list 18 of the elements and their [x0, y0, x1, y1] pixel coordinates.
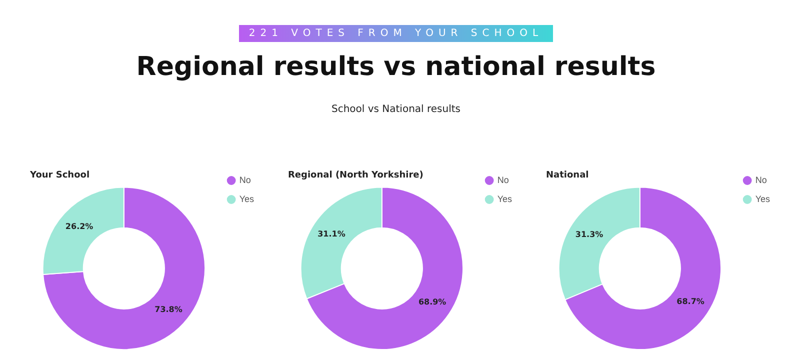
text: School vs National results [330, 104, 462, 115]
text: Regional results vs national results [135, 52, 657, 82]
chart-title: Regional (North Yorkshire) [288, 170, 424, 181]
data-label: 68.9% [418, 298, 446, 307]
legend-label: No [497, 174, 509, 185]
chart-title: Your School [29, 170, 90, 181]
text: 221 VOTES FROM YOUR SCHOOL [238, 25, 554, 42]
data-label: 68.7% [676, 297, 704, 306]
legend-label: Yes [755, 194, 770, 204]
chart-title: National [546, 170, 589, 181]
legend-label: Yes [239, 194, 254, 204]
data-label: 26.2% [65, 222, 94, 232]
data-label: 73.8% [154, 304, 182, 314]
legend-label: No [239, 174, 251, 185]
data-label: 31.1% [318, 229, 346, 238]
data-label: 31.3% [575, 230, 604, 239]
legend-label: No [755, 174, 767, 185]
legend-label: Yes [497, 194, 512, 204]
